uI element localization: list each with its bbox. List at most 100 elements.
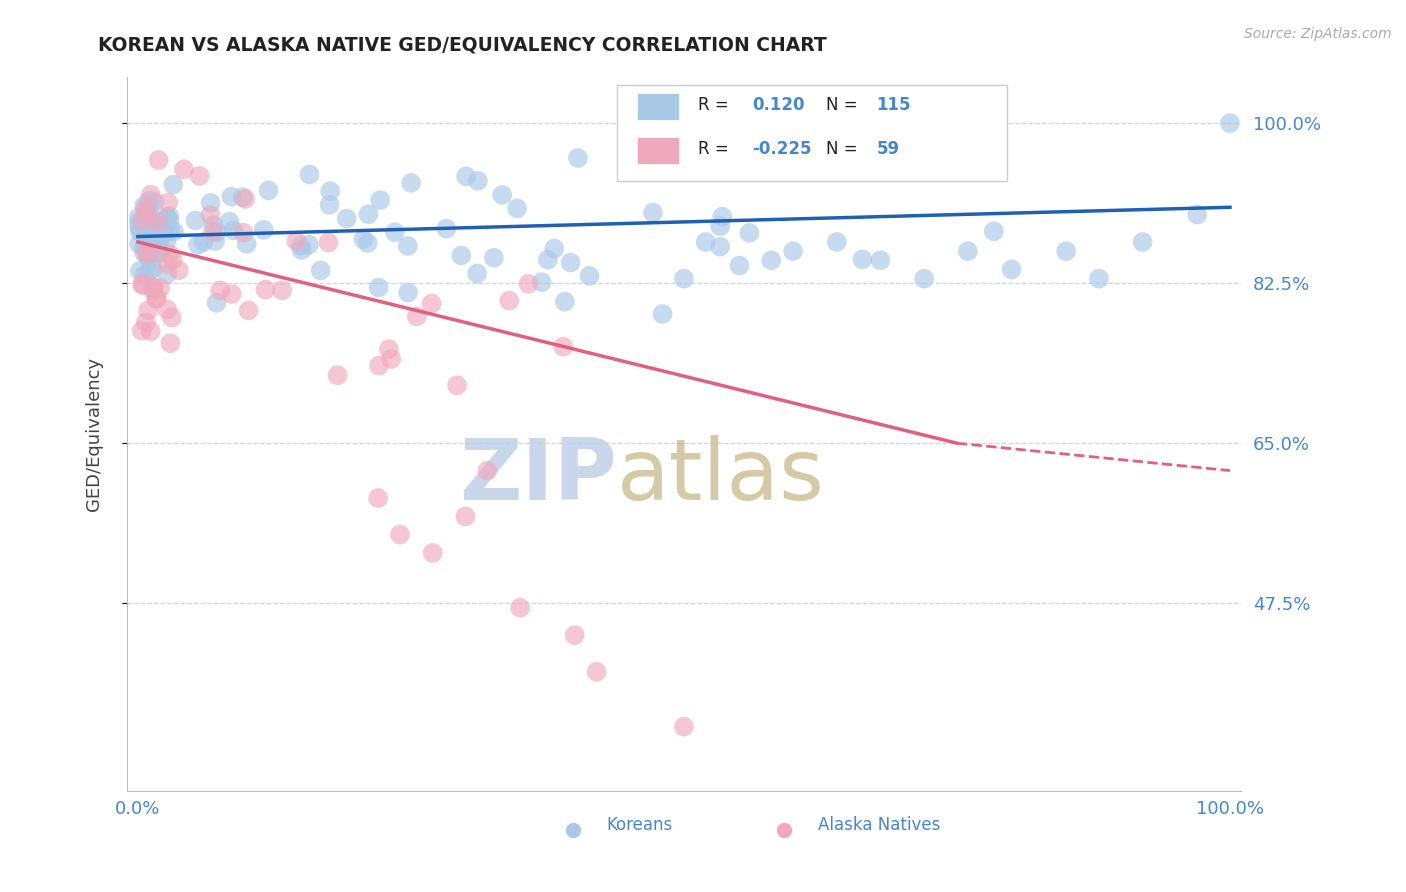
Point [509, 600, 531, 615]
Point [291, 243, 314, 257]
Point [553, 340, 575, 354]
Point [221, 189, 243, 203]
Point [318, 235, 340, 250]
Point [222, 223, 245, 237]
Point [543, 242, 565, 256]
Point [135, 206, 157, 220]
Point [148, 235, 170, 249]
Point [434, 221, 457, 235]
Point [585, 665, 607, 679]
Point [156, 302, 179, 317]
Point [851, 252, 873, 267]
Point [641, 205, 664, 219]
Point [205, 295, 228, 310]
Point [142, 261, 165, 276]
Point [138, 228, 160, 243]
Point [253, 223, 276, 237]
Point [143, 218, 166, 232]
Point [380, 351, 402, 366]
Point [167, 263, 190, 277]
Point [157, 195, 180, 210]
Point [1054, 244, 1077, 259]
Point [537, 252, 560, 267]
Point [336, 211, 359, 226]
Point [131, 226, 153, 240]
Point [131, 324, 153, 338]
Point [131, 278, 153, 293]
Point [143, 194, 166, 209]
Point [135, 315, 157, 329]
Point [1219, 116, 1241, 130]
Point [648, 208, 671, 222]
Point [142, 281, 165, 295]
Point [202, 225, 225, 239]
Point [285, 234, 308, 248]
Point [368, 359, 391, 373]
Point [711, 210, 734, 224]
Point [128, 219, 150, 234]
Point [136, 303, 159, 318]
Point [132, 245, 155, 260]
Point [146, 245, 169, 260]
Point [138, 252, 160, 267]
Point [709, 219, 731, 234]
Text: KOREAN VS ALASKA NATIVE GED/EQUIVALENCY CORRELATION CHART: KOREAN VS ALASKA NATIVE GED/EQUIVALENCY … [98, 36, 827, 54]
Point [188, 169, 211, 183]
Point [160, 310, 183, 325]
Point [956, 244, 979, 259]
Point [148, 214, 170, 228]
Text: Koreans: Koreans [606, 816, 672, 834]
Point [912, 271, 935, 285]
Point [131, 216, 153, 230]
Point [152, 213, 174, 227]
Point [153, 225, 176, 239]
Point [131, 277, 153, 291]
Point [128, 236, 150, 251]
Point [672, 271, 695, 285]
Point [149, 233, 172, 247]
Point [318, 198, 340, 212]
Point [554, 294, 576, 309]
Point [564, 628, 586, 642]
Point [128, 211, 150, 225]
Point [254, 283, 277, 297]
Point [138, 265, 160, 279]
Point [139, 238, 162, 252]
Point [396, 285, 419, 300]
Point [156, 257, 179, 271]
Point [238, 303, 260, 318]
Point [530, 275, 553, 289]
Point [319, 184, 342, 198]
Point [388, 527, 411, 541]
Point [728, 259, 751, 273]
Point [163, 225, 186, 239]
Point [156, 267, 179, 281]
Text: R =: R = [699, 95, 734, 113]
Point [128, 224, 150, 238]
Point [148, 232, 170, 246]
Point [367, 491, 389, 505]
Point [132, 241, 155, 255]
Point [1088, 271, 1111, 285]
Point [782, 244, 804, 259]
Point [159, 336, 181, 351]
Point [290, 239, 312, 253]
Point [205, 225, 228, 239]
Point [709, 240, 731, 254]
Point [482, 251, 505, 265]
Text: -0.225: -0.225 [752, 140, 811, 158]
Point [454, 169, 477, 184]
Point [135, 204, 157, 219]
Point [145, 292, 167, 306]
Point [136, 248, 159, 262]
Point [138, 194, 160, 208]
Point [128, 264, 150, 278]
Point [146, 291, 169, 305]
Point [200, 208, 222, 222]
Point [257, 183, 280, 197]
Point [232, 190, 254, 204]
Point [157, 209, 180, 223]
Point [517, 277, 540, 291]
Point [134, 202, 156, 216]
Point [132, 268, 155, 283]
